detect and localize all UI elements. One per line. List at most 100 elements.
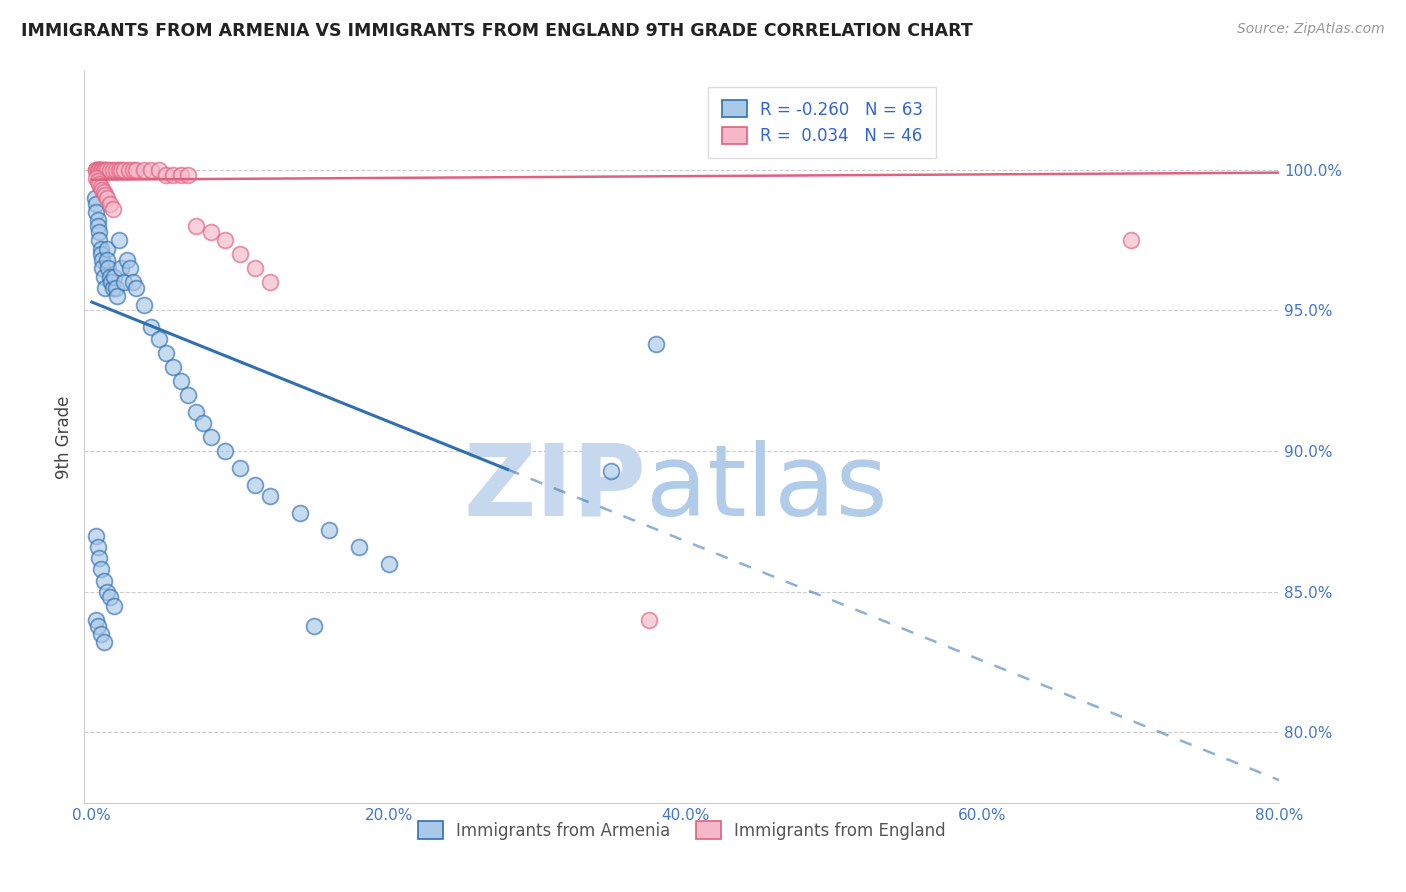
Point (97, 261, 120, 276)
Point (96, 252, 118, 267)
Point (170, 374, 193, 388)
Point (90, 162, 112, 177)
Point (90, 162, 112, 177)
Point (94, 281, 117, 295)
Point (155, 169, 177, 183)
Point (90, 179, 112, 194)
Point (148, 162, 170, 177)
Point (347, 540, 370, 554)
Point (93, 574, 115, 588)
Point (107, 233, 129, 247)
Point (91, 182, 114, 196)
Point (84, 528, 107, 542)
Point (87, 162, 110, 177)
Point (132, 298, 155, 312)
Point (83, 191, 105, 205)
Point (114, 276, 136, 290)
Point (118, 162, 141, 177)
Point (120, 261, 142, 276)
Text: IMMIGRANTS FROM ARMENIA VS IMMIGRANTS FROM ENGLAND 9TH GRADE CORRELATION CHART: IMMIGRANTS FROM ARMENIA VS IMMIGRANTS FR… (21, 22, 973, 40)
Point (214, 444, 236, 458)
Point (148, 332, 170, 346)
Point (155, 345, 177, 359)
Text: ZIP: ZIP (463, 440, 647, 537)
Point (318, 523, 340, 537)
Point (101, 202, 124, 217)
Point (191, 416, 214, 430)
Point (122, 276, 145, 290)
Point (637, 613, 659, 627)
Point (101, 162, 124, 177)
Point (243, 478, 266, 492)
Point (84, 171, 107, 186)
Point (96, 242, 118, 256)
Point (89, 233, 111, 247)
Point (100, 276, 122, 290)
Point (93, 162, 115, 177)
Point (184, 219, 207, 233)
Point (96, 162, 118, 177)
Point (98, 162, 121, 177)
Point (91, 261, 114, 276)
Point (114, 162, 136, 177)
Point (93, 635, 115, 649)
Point (162, 359, 184, 374)
Point (107, 162, 129, 177)
Point (200, 225, 222, 239)
Point (87, 213, 110, 227)
Point (94, 188, 117, 202)
Point (377, 557, 399, 571)
Point (200, 430, 222, 444)
Point (91, 252, 114, 267)
Point (84, 162, 107, 177)
Point (117, 252, 139, 267)
Point (214, 233, 236, 247)
Point (288, 506, 311, 520)
Point (177, 169, 200, 183)
Point (90, 562, 112, 576)
Point (89, 177, 111, 191)
Point (84, 162, 107, 177)
Point (229, 247, 252, 261)
Point (89, 225, 111, 239)
Point (91, 162, 114, 177)
Point (184, 405, 207, 419)
Point (84, 205, 107, 219)
Point (600, 464, 623, 478)
Point (104, 281, 127, 295)
Text: atlas: atlas (647, 440, 887, 537)
Point (259, 276, 281, 290)
Point (89, 162, 111, 177)
Point (259, 489, 281, 503)
Point (645, 337, 668, 351)
Point (96, 584, 118, 599)
Point (87, 618, 110, 632)
Point (93, 269, 115, 284)
Point (103, 269, 125, 284)
Point (87, 162, 110, 177)
Point (141, 320, 163, 334)
Point (110, 162, 132, 177)
Point (98, 196, 121, 211)
Point (87, 219, 110, 233)
Point (304, 618, 326, 632)
Point (177, 388, 200, 402)
Point (98, 269, 121, 284)
Point (125, 281, 148, 295)
Point (104, 162, 127, 177)
Point (90, 627, 112, 641)
Point (89, 162, 111, 177)
Point (84, 613, 107, 627)
Point (84, 196, 107, 211)
Y-axis label: 9th Grade: 9th Grade (55, 395, 73, 479)
Point (243, 261, 266, 276)
Point (1119, 233, 1142, 247)
Point (90, 247, 112, 261)
Point (96, 191, 118, 205)
Point (94, 162, 117, 177)
Point (98, 591, 121, 605)
Point (87, 540, 110, 554)
Point (170, 169, 193, 183)
Point (89, 551, 111, 566)
Point (101, 281, 124, 295)
